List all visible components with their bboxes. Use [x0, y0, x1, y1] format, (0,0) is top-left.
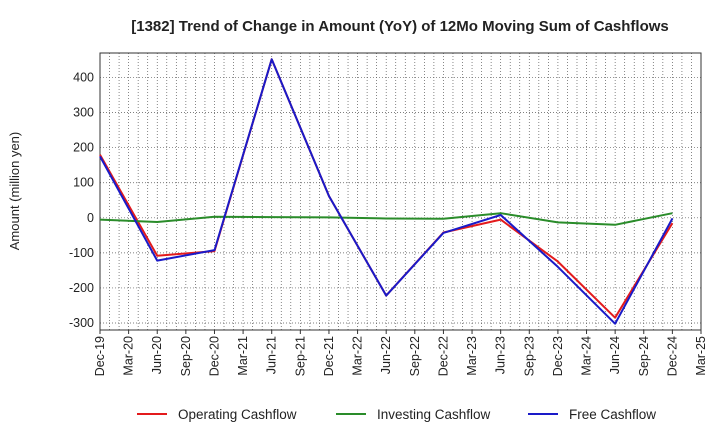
x-tick-label: Dec-20 [207, 336, 221, 376]
y-tick-label: -100 [69, 246, 94, 260]
y-tick-label: 300 [73, 106, 94, 120]
x-tick-label: Jun-22 [379, 336, 393, 374]
x-tick-label: Sep-20 [179, 336, 193, 376]
x-tick-label: Dec-23 [551, 336, 565, 376]
plot-area: 400 300 200 100 0 -100 -200 -300 Dec-19 Mar-20 Jun… [69, 52, 708, 376]
legend-label: Investing Cashflow [377, 407, 491, 422]
x-tick-label: Mar-21 [236, 336, 250, 376]
y-tick-label: 200 [73, 141, 94, 155]
x-tick-label: Mar-23 [465, 336, 479, 376]
x-tick-label: Sep-24 [637, 336, 651, 376]
y-tick-label: 100 [73, 176, 94, 190]
chart-title: [1382] Trend of Change in Amount (YoY) o… [131, 18, 669, 35]
x-tick-label: Mar-20 [122, 336, 136, 376]
x-tick-label: Mar-22 [351, 336, 365, 376]
y-tick-label: -200 [69, 281, 94, 295]
y-tick-label: -300 [69, 316, 94, 330]
x-tick-label: Sep-21 [293, 336, 307, 376]
plot-background [100, 53, 701, 330]
x-tick-label: Jun-20 [150, 336, 164, 374]
x-tick-label: Sep-23 [522, 336, 536, 376]
x-tick-label: Jun-23 [494, 336, 508, 374]
x-tick-label: Dec-24 [665, 336, 679, 376]
y-tick-label: 0 [87, 211, 94, 225]
x-tick-label: Mar-24 [580, 336, 594, 376]
plot-frame [99, 52, 702, 331]
legend: Operating Cashflow Investing Cashflow Free… [137, 407, 656, 422]
x-tick-label: Jun-24 [608, 336, 622, 374]
series-line-free-cashflow [99, 58, 674, 325]
legend-label: Operating Cashflow [178, 407, 297, 422]
x-tick-label: Dec-21 [322, 336, 336, 376]
x-tick-label: Dec-19 [93, 336, 107, 376]
x-tick-label: Dec-22 [436, 336, 450, 376]
y-tick-label: 400 [73, 71, 94, 85]
y-axis-label: Amount (million yen) [7, 132, 22, 251]
legend-label: Free Cashflow [569, 407, 656, 422]
x-tick-label: Mar-25 [694, 336, 708, 376]
x-tick-label: Sep-22 [408, 336, 422, 376]
x-tick-label: Jun-21 [265, 336, 279, 374]
